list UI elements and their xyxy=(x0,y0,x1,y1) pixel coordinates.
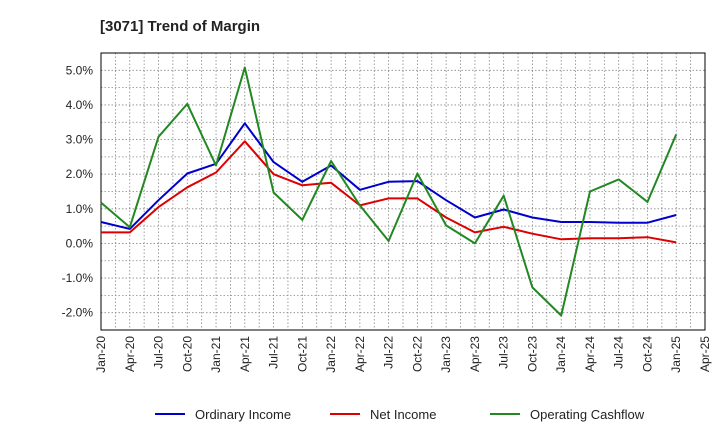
x-tick-label: Apr-20 xyxy=(123,336,137,372)
y-tick-label: 2.0% xyxy=(66,167,94,181)
legend: Ordinary Income Net Income Operating Cashf… xyxy=(155,407,645,422)
y-tick-label: -1.0% xyxy=(62,271,94,285)
plot-frame xyxy=(100,52,706,331)
x-tick-label: Jan-22 xyxy=(324,336,338,373)
legend-label: Ordinary Income xyxy=(195,407,291,422)
x-tick-label: Apr-21 xyxy=(238,336,252,372)
x-tick-label: Oct-23 xyxy=(525,336,539,372)
x-tick-label: Oct-21 xyxy=(295,336,309,372)
x-tick-label: Apr-22 xyxy=(353,336,367,372)
y-tick-label: -2.0% xyxy=(62,306,94,320)
y-tick-label: 0.0% xyxy=(66,236,94,250)
series-layer xyxy=(100,66,678,317)
x-tick-label: Jan-23 xyxy=(439,336,453,373)
x-tick-label: Jan-24 xyxy=(554,336,568,373)
series-line-operating-cashflow xyxy=(100,66,678,317)
x-tick-label: Jul-23 xyxy=(497,336,511,369)
y-axis-ticks: 5.0% 4.0% 3.0% 2.0% 1.0% 0.0% -1.0% -2.0% xyxy=(62,63,94,319)
x-tick-label: Oct-22 xyxy=(410,336,424,372)
x-tick-label: Jul-24 xyxy=(612,336,626,369)
series-line-ordinary-income xyxy=(100,122,677,230)
x-tick-label: Oct-20 xyxy=(180,336,194,372)
y-tick-label: 5.0% xyxy=(66,63,94,77)
y-tick-label: 1.0% xyxy=(66,202,94,216)
series-line-net-income xyxy=(101,140,677,244)
y-tick-label: 4.0% xyxy=(66,98,94,112)
grid-layer xyxy=(101,53,705,330)
x-tick-label: Apr-23 xyxy=(468,336,482,372)
x-tick-label: Jan-20 xyxy=(94,336,108,373)
x-tick-label: Jan-21 xyxy=(209,336,223,373)
legend-label: Net Income xyxy=(370,407,436,422)
x-tick-label: Jul-20 xyxy=(152,336,166,369)
x-tick-label: Jul-22 xyxy=(382,336,396,369)
chart-title: [3071] Trend of Margin xyxy=(100,18,260,35)
y-tick-label: 3.0% xyxy=(66,133,94,147)
legend-label: Operating Cashflow xyxy=(530,407,645,422)
x-axis-ticks: Jan-20 Apr-20 Jul-20 Oct-20 Jan-21 Apr-21 Jul-… xyxy=(94,336,712,373)
x-tick-label: Jul-21 xyxy=(267,336,281,369)
x-tick-label: Apr-25 xyxy=(698,336,712,372)
x-tick-label: Apr-24 xyxy=(583,336,597,372)
x-tick-label: Oct-24 xyxy=(640,336,654,372)
x-tick-label: Jan-25 xyxy=(669,336,683,373)
